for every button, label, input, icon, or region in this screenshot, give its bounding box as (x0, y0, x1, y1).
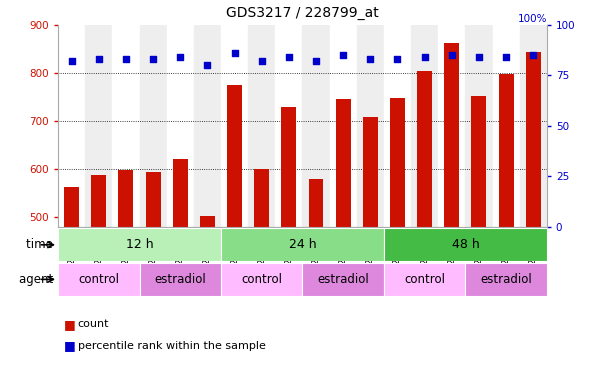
Bar (58, 263, 139, 296)
Point (94, 56, 104, 62)
Text: ■: ■ (64, 318, 80, 331)
Bar (139, 263, 221, 296)
Text: 100%: 100% (518, 14, 547, 24)
Bar (64, 187, 79, 227)
Bar (384, 263, 466, 296)
Point (230, 50, 240, 56)
Text: control: control (78, 273, 119, 286)
Text: 48 h: 48 h (452, 238, 479, 251)
Bar (227, 85, 242, 227)
Text: percentile rank within the sample: percentile rank within the sample (78, 341, 265, 351)
Point (365, 56, 375, 62)
Point (529, 52, 538, 58)
Text: agent: agent (19, 273, 57, 286)
Bar (58, 228, 221, 261)
Point (393, 56, 403, 62)
Point (447, 52, 456, 58)
Point (284, 54, 294, 60)
Text: estradiol: estradiol (155, 273, 206, 286)
Text: 24 h: 24 h (288, 238, 316, 251)
Bar (194, 25, 221, 227)
Bar (282, 107, 296, 227)
Bar (329, 25, 357, 227)
Point (257, 58, 266, 65)
Point (420, 54, 430, 60)
Text: control: control (241, 273, 282, 286)
Bar (276, 25, 302, 227)
Bar (466, 263, 547, 296)
Bar (384, 228, 547, 261)
Bar (91, 175, 106, 227)
Point (121, 56, 131, 62)
Bar (58, 25, 85, 227)
Bar (472, 96, 486, 227)
Text: control: control (404, 273, 445, 286)
Bar (302, 25, 329, 227)
Bar (384, 25, 411, 227)
Bar (438, 25, 466, 227)
Bar (444, 43, 459, 227)
Text: estradiol: estradiol (480, 273, 532, 286)
Text: estradiol: estradiol (317, 273, 369, 286)
Bar (145, 172, 161, 227)
Point (501, 54, 511, 60)
Point (338, 52, 348, 58)
Bar (221, 263, 302, 296)
Bar (167, 25, 194, 227)
Bar (499, 74, 514, 227)
Bar (417, 71, 432, 227)
Bar (85, 25, 112, 227)
Bar (357, 25, 384, 227)
Bar (492, 25, 520, 227)
Text: 12 h: 12 h (126, 238, 153, 251)
Bar (526, 52, 541, 227)
Bar (112, 25, 139, 227)
Bar (200, 215, 215, 227)
Text: time: time (26, 238, 57, 251)
Bar (466, 25, 492, 227)
Point (175, 54, 185, 60)
Bar (390, 98, 405, 227)
Bar (335, 99, 351, 227)
Bar (139, 25, 167, 227)
Text: ■: ■ (64, 339, 80, 352)
Bar (363, 117, 378, 227)
Bar (119, 170, 133, 227)
Bar (520, 25, 547, 227)
Point (311, 58, 321, 65)
Bar (302, 263, 384, 296)
Bar (173, 159, 188, 227)
Bar (221, 25, 248, 227)
Bar (254, 169, 269, 227)
Point (67, 58, 76, 65)
Point (148, 56, 158, 62)
Point (202, 62, 212, 68)
Text: count: count (78, 319, 109, 329)
Bar (411, 25, 438, 227)
Bar (248, 25, 276, 227)
Bar (309, 179, 323, 227)
Bar (221, 228, 384, 261)
Text: GDS3217 / 228799_at: GDS3217 / 228799_at (226, 6, 379, 20)
Point (474, 54, 484, 60)
